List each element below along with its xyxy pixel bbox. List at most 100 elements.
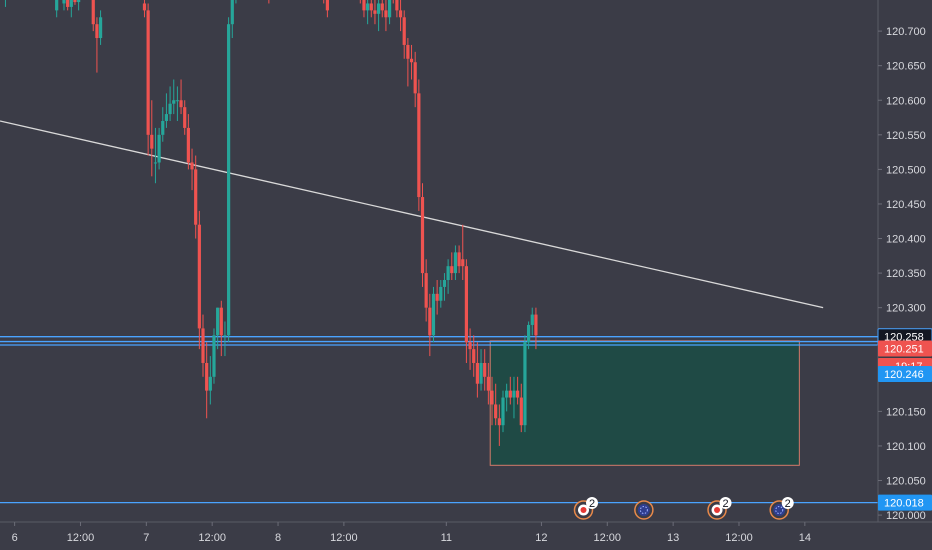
price-label-box bbox=[878, 494, 932, 511]
candle-body bbox=[161, 120, 165, 135]
candle bbox=[494, 383, 498, 426]
candle-body bbox=[216, 307, 220, 336]
price-label: 120.018 bbox=[878, 494, 932, 511]
candle bbox=[435, 280, 439, 315]
candle bbox=[483, 349, 487, 391]
candle-body bbox=[497, 418, 501, 426]
candle bbox=[508, 376, 512, 405]
price-tick-label: 120.000 bbox=[886, 510, 926, 522]
event-flag-icon[interactable]: 2 bbox=[573, 497, 599, 520]
price-tick-label: 120.350 bbox=[886, 268, 926, 280]
time-tick-label: 13 bbox=[667, 532, 679, 544]
candle-body bbox=[62, 0, 66, 4]
candle-body bbox=[153, 162, 158, 164]
candle bbox=[428, 293, 432, 357]
event-flag-icon[interactable]: 2 bbox=[707, 497, 732, 520]
candle-body bbox=[91, 0, 95, 25]
candle bbox=[153, 127, 158, 184]
candle-body bbox=[186, 127, 190, 163]
candle-body bbox=[508, 390, 512, 398]
candle bbox=[417, 79, 421, 211]
candle bbox=[201, 314, 205, 377]
candle-body bbox=[490, 390, 494, 405]
candle bbox=[208, 356, 212, 405]
time-axis[interactable]: 6 12:00 7 12:00 8 12:00 11 12 12:00 13 12:00 14 bbox=[12, 522, 811, 544]
candle-body bbox=[150, 134, 154, 149]
candle-body bbox=[172, 100, 176, 104]
time-tick-label: 12:00 bbox=[330, 532, 358, 544]
candle bbox=[490, 376, 494, 426]
candle-body bbox=[468, 342, 472, 350]
price-tick-label: 120.450 bbox=[886, 199, 926, 211]
candle-body bbox=[516, 390, 520, 398]
zone-box[interactable] bbox=[489, 340, 800, 466]
horizontal-lines[interactable] bbox=[0, 336, 878, 504]
candle bbox=[212, 328, 216, 384]
candle bbox=[457, 245, 461, 274]
trendline-group[interactable] bbox=[0, 120, 824, 309]
event-count-badge bbox=[586, 497, 599, 509]
position-zone[interactable] bbox=[489, 340, 800, 466]
event-marker-dot bbox=[580, 507, 587, 513]
price-label-box bbox=[878, 340, 932, 357]
candle-body bbox=[402, 17, 406, 45]
candle bbox=[512, 376, 516, 419]
price-tick-label: 120.150 bbox=[886, 406, 926, 418]
candle-body bbox=[527, 324, 531, 343]
candle bbox=[55, 0, 59, 18]
event-count-badge bbox=[781, 497, 794, 509]
candle-body bbox=[201, 328, 205, 363]
candle bbox=[501, 390, 505, 433]
candle-body bbox=[442, 280, 447, 287]
candle-body bbox=[190, 162, 194, 170]
time-tick-label: 12:00 bbox=[725, 532, 753, 544]
candle bbox=[505, 383, 509, 412]
candle bbox=[384, 0, 388, 32]
candle-body bbox=[431, 293, 436, 336]
event-globe-icon[interactable]: 2 bbox=[769, 497, 794, 520]
candle-body bbox=[523, 342, 527, 426]
candle bbox=[450, 252, 454, 281]
candle bbox=[402, 10, 406, 59]
candle bbox=[439, 280, 443, 308]
candle bbox=[66, 0, 70, 11]
time-tick-label: 12:00 bbox=[67, 532, 95, 544]
candle-body bbox=[446, 266, 450, 281]
candle bbox=[366, 0, 370, 25]
candle-body bbox=[461, 259, 465, 267]
candle bbox=[77, 0, 81, 11]
candle-body bbox=[98, 17, 103, 39]
candle-body bbox=[387, 0, 392, 18]
candle bbox=[190, 148, 194, 191]
candle-body bbox=[420, 197, 425, 274]
candle-body bbox=[453, 252, 458, 274]
candle bbox=[186, 114, 190, 170]
candle bbox=[398, 0, 403, 32]
candle bbox=[464, 259, 469, 363]
price-tick-label: 120.600 bbox=[886, 95, 926, 107]
candle-body bbox=[428, 307, 432, 336]
candle bbox=[468, 328, 472, 370]
trendline[interactable] bbox=[0, 120, 824, 309]
event-marker-fill bbox=[637, 504, 650, 516]
time-axis-background bbox=[0, 522, 932, 550]
candle bbox=[413, 51, 417, 108]
candle-body bbox=[227, 24, 231, 336]
candle-body bbox=[157, 134, 161, 163]
event-globe-icon[interactable] bbox=[634, 500, 654, 520]
candle-body bbox=[486, 376, 490, 391]
candle-body bbox=[95, 24, 99, 39]
candle bbox=[205, 342, 209, 419]
price-axis[interactable]: 120.700 120.650 120.600 120.550 120.500 120.4… bbox=[878, 26, 926, 522]
candle bbox=[479, 349, 483, 391]
candle bbox=[530, 307, 534, 336]
candle bbox=[519, 383, 523, 433]
candle-body bbox=[175, 100, 179, 102]
candle bbox=[230, 0, 234, 39]
event-marker-ring-inner bbox=[639, 506, 648, 514]
event-markers[interactable]: 2 2 2 bbox=[573, 497, 794, 520]
candle-body bbox=[73, 0, 77, 3]
candles bbox=[4, 0, 538, 446]
